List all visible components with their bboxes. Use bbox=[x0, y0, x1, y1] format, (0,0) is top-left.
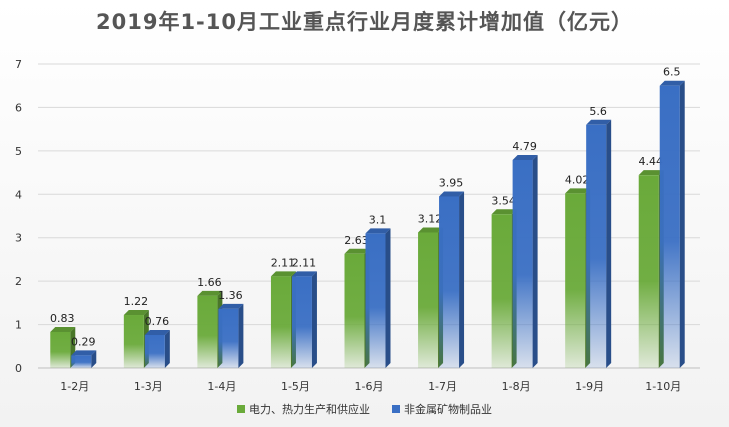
y-tick-label: 0 bbox=[15, 362, 22, 375]
y-tick-label: 3 bbox=[15, 232, 22, 245]
bar-top bbox=[491, 209, 517, 215]
bar-side bbox=[532, 154, 538, 368]
bar-front bbox=[365, 233, 386, 368]
x-tick-label: 1-4月 bbox=[207, 380, 236, 393]
bar-front bbox=[344, 253, 365, 368]
bar-top bbox=[439, 191, 465, 197]
bar-top bbox=[197, 290, 223, 296]
bar-top bbox=[270, 271, 296, 277]
bar-top bbox=[638, 170, 664, 176]
bar-front bbox=[512, 159, 533, 368]
bar-top bbox=[565, 188, 591, 194]
bar-front bbox=[197, 295, 218, 368]
x-tick-label: 1-2月 bbox=[60, 380, 89, 393]
x-tick-label: 1-5月 bbox=[281, 380, 310, 393]
x-tick-label: 1-7月 bbox=[428, 380, 457, 393]
bar-side bbox=[385, 228, 391, 368]
data-label: 2.11 bbox=[292, 256, 317, 269]
y-tick-label: 1 bbox=[15, 319, 22, 332]
bar-front bbox=[50, 331, 71, 368]
bar-nonmetal-5 bbox=[439, 191, 465, 368]
bar-side bbox=[91, 350, 97, 368]
x-tick-label: 1-6月 bbox=[355, 380, 384, 393]
data-label: 3.1 bbox=[369, 213, 387, 226]
data-label: 2.11 bbox=[271, 256, 296, 269]
data-label: 6.5 bbox=[663, 66, 681, 79]
data-label: 1.22 bbox=[124, 295, 149, 308]
data-label: 0.29 bbox=[71, 335, 96, 348]
bar-front bbox=[491, 214, 512, 368]
bar-side bbox=[164, 329, 170, 368]
data-label: 4.02 bbox=[565, 173, 590, 186]
legend-label: 非金属矿物制品业 bbox=[404, 402, 492, 416]
bar-top bbox=[123, 310, 149, 316]
data-label: 3.54 bbox=[491, 194, 516, 207]
bar-nonmetal-8 bbox=[659, 80, 685, 368]
bar-nonmetal-7 bbox=[586, 119, 612, 368]
bar-top bbox=[512, 154, 538, 160]
x-tick-label: 1-3月 bbox=[134, 380, 163, 393]
bar-top bbox=[218, 303, 244, 309]
bar-front bbox=[439, 196, 460, 368]
x-tick-label: 1-8月 bbox=[502, 380, 531, 393]
data-label: 3.95 bbox=[439, 176, 464, 189]
data-label: 0.76 bbox=[145, 315, 170, 328]
bar-side bbox=[679, 80, 685, 368]
y-tick-label: 7 bbox=[15, 58, 22, 71]
bar-front bbox=[565, 193, 586, 368]
data-label: 5.6 bbox=[589, 105, 607, 118]
data-label: 4.79 bbox=[512, 140, 537, 153]
bar-nonmetal-1 bbox=[144, 329, 170, 368]
y-tick-label: 2 bbox=[15, 275, 22, 288]
bar-side bbox=[311, 271, 317, 368]
bar-nonmetal-2 bbox=[218, 303, 244, 368]
bar-front bbox=[270, 276, 291, 368]
bar-top bbox=[659, 80, 685, 86]
data-label: 2.63 bbox=[344, 234, 369, 247]
chart-title: 2019年1-10月工业重点行业月度累计增加值（亿元） bbox=[96, 10, 633, 34]
bar-top bbox=[144, 329, 170, 335]
bar-front bbox=[418, 232, 439, 368]
data-label: 1.66 bbox=[197, 276, 222, 289]
bar-top bbox=[344, 248, 370, 254]
legend-swatch bbox=[237, 405, 245, 413]
data-label: 1.36 bbox=[218, 289, 243, 302]
bar-front bbox=[71, 355, 92, 368]
legend-swatch bbox=[392, 405, 400, 413]
bar-front bbox=[123, 315, 144, 368]
bar-front bbox=[586, 124, 607, 368]
legend-label: 电力、热力生产和供应业 bbox=[249, 402, 370, 416]
bar-top bbox=[71, 350, 97, 356]
y-tick-label: 6 bbox=[15, 101, 22, 114]
bar-side bbox=[238, 303, 244, 368]
bar-side bbox=[606, 119, 612, 368]
bar-nonmetal-3 bbox=[291, 271, 317, 368]
bar-front bbox=[291, 276, 312, 368]
bar-front bbox=[218, 308, 239, 368]
bar-top bbox=[365, 228, 391, 234]
bar-top bbox=[418, 227, 444, 233]
bar-top bbox=[291, 271, 317, 277]
bar-nonmetal-0 bbox=[71, 350, 97, 368]
legend-item-0: 电力、热力生产和供应业 bbox=[237, 402, 370, 416]
data-label: 0.83 bbox=[50, 312, 75, 325]
data-label: 3.12 bbox=[418, 213, 443, 226]
y-tick-label: 5 bbox=[15, 145, 22, 158]
bar-nonmetal-4 bbox=[365, 228, 391, 368]
legend-item-1: 非金属矿物制品业 bbox=[392, 402, 492, 416]
x-tick-label: 1-9月 bbox=[575, 380, 604, 393]
x-tick-label: 1-10月 bbox=[645, 380, 681, 393]
bar-front bbox=[144, 334, 165, 368]
data-label: 4.44 bbox=[638, 155, 663, 168]
bar-front bbox=[638, 175, 659, 368]
bar-top bbox=[50, 326, 76, 332]
bar-top bbox=[586, 119, 612, 125]
bar-side bbox=[459, 191, 465, 368]
bar-nonmetal-6 bbox=[512, 154, 538, 368]
y-tick-label: 4 bbox=[15, 188, 22, 201]
bar-front bbox=[659, 85, 680, 368]
